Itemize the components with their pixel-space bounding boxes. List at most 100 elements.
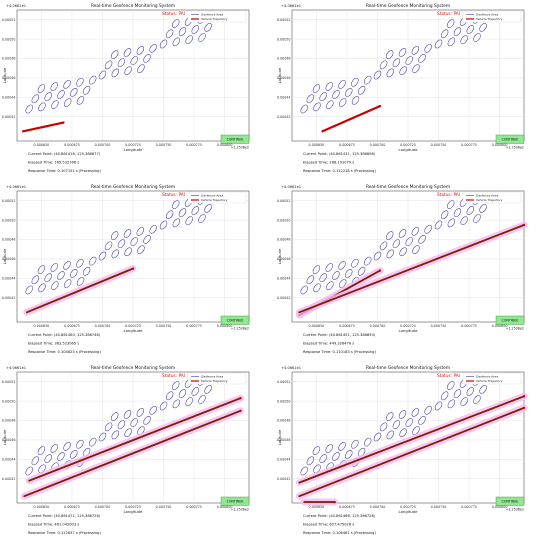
geofence-ellipse <box>130 56 138 65</box>
geofence-ellipse <box>63 98 72 107</box>
geofence-ellipse <box>25 285 33 295</box>
geofence-ellipse <box>386 68 395 78</box>
x-tick-label: 0.000725 <box>125 505 141 509</box>
current-point-marker <box>239 397 242 400</box>
y-axis-label: Latitude <box>2 248 7 264</box>
info-line-3: Response Time: 0.108461 s (Processing) <box>303 531 376 535</box>
y-tick-label: 0.00046 <box>2 438 16 442</box>
geofence-ellipse <box>165 29 174 39</box>
geofence-ellipse <box>379 60 388 70</box>
continue-button[interactable] <box>495 496 525 506</box>
x-tick-label: 0.000650 <box>309 143 325 147</box>
x-offset-label: +1.2538e2 <box>506 508 524 512</box>
chart-title: Real-time Geofence Monitoring System <box>91 365 175 371</box>
geofence-ellipse <box>57 271 65 280</box>
geofence-ellipse <box>70 88 78 97</box>
y-exponent-label: +4.0661e1 <box>6 366 26 370</box>
current-point-marker <box>522 223 526 227</box>
y-tick-label: 0.00042 <box>277 477 291 481</box>
geofence-ellipse <box>466 387 474 396</box>
geofence-ellipse <box>130 237 138 246</box>
geofence-ellipse <box>338 260 346 270</box>
y-tick-label: 0.00044 <box>2 277 16 281</box>
x-tick-label: 0.000775 <box>186 505 202 509</box>
y-tick-label: 0.00046 <box>277 438 291 442</box>
geofence-ellipse <box>76 77 84 87</box>
continue-button[interactable] <box>220 315 250 325</box>
continue-button[interactable] <box>495 134 525 144</box>
geofence-ellipse <box>411 46 420 55</box>
current-point-marker <box>378 269 382 272</box>
geofence-ellipse <box>418 235 426 244</box>
continue-button[interactable] <box>220 496 250 506</box>
chart-title: Real-time Geofence Monitoring System <box>366 365 450 371</box>
x-tick-label: 0.000800 <box>217 505 233 509</box>
info-line-3: Response Time: 0.107151 s (Processing) <box>28 169 101 173</box>
geofence-ellipse <box>57 90 65 99</box>
x-tick-label: 0.000750 <box>431 324 447 328</box>
y-tick-label: 0.00046 <box>2 257 16 261</box>
geofence-ellipse <box>110 231 119 240</box>
x-tick-label: 0.000775 <box>461 324 477 328</box>
geofence-ellipse <box>111 249 120 259</box>
info-line-2: Elapsed Time: 363.523065 s <box>28 342 79 346</box>
y-tick-label: 0.00048 <box>2 238 16 242</box>
continue-button[interactable] <box>495 315 525 325</box>
x-tick-label: 0.000775 <box>461 143 477 147</box>
y-axis-label: Latitude <box>277 67 282 83</box>
geofence-ellipse <box>149 405 157 415</box>
geofence-ellipse <box>44 454 52 464</box>
geofence-ellipse <box>110 50 119 59</box>
geofence-ellipse <box>172 381 180 390</box>
legend-box <box>187 191 247 204</box>
geofence-ellipse <box>385 50 394 59</box>
x-tick-label: 0.000675 <box>339 324 355 328</box>
geofence-ellipse <box>332 452 340 461</box>
geofence-ellipse <box>50 82 58 91</box>
chart-title: Real-time Geofence Monitoring System <box>366 3 450 9</box>
geofence-ellipse <box>123 48 132 57</box>
info-line-1: Current Point: (40.861451, 125.386893) <box>303 333 376 337</box>
y-tick-label: 0.00050 <box>277 218 291 222</box>
geofence-ellipse <box>76 439 84 449</box>
geofence-ellipse <box>379 241 388 251</box>
geofence-ellipse <box>412 64 420 73</box>
x-axis-label: Longitude <box>124 509 144 514</box>
y-tick-label: 0.00042 <box>277 296 291 300</box>
y-tick-label: 0.00050 <box>277 37 291 41</box>
geofence-ellipse <box>198 395 206 404</box>
y-exponent-label: +4.0661e1 <box>6 185 26 189</box>
geofence-ellipse <box>98 432 107 442</box>
geofence-ellipse <box>351 77 359 87</box>
chart-svg: +4.0661e1 Real-time Geofence Monitoring S… <box>277 184 528 354</box>
geofence-ellipse <box>338 279 347 288</box>
y-tick-label: 0.00044 <box>2 96 16 100</box>
continue-button[interactable] <box>220 134 250 144</box>
geofence-ellipse <box>104 60 113 70</box>
geofence-ellipse <box>143 54 151 63</box>
x-axis-label: Longitude <box>124 328 144 333</box>
geofence-ellipse <box>453 27 462 36</box>
geofence-ellipse <box>44 273 52 283</box>
x-tick-label: 0.000775 <box>186 143 202 147</box>
y-tick-label: 0.00052 <box>2 199 16 203</box>
legend-box <box>187 10 247 23</box>
current-point-marker <box>239 409 242 413</box>
status-label: Status: PAI <box>162 373 185 379</box>
geofence-ellipse <box>165 210 174 220</box>
geofence-ellipse <box>185 216 193 226</box>
x-tick-label: 0.000800 <box>492 505 508 509</box>
geofence-ellipse <box>63 79 71 89</box>
x-tick-label: 0.000650 <box>34 505 50 509</box>
geofence-ellipse <box>63 260 71 270</box>
geofence-ellipse <box>136 227 145 236</box>
geofence-ellipse <box>373 432 382 442</box>
geofence-ellipse <box>178 27 187 36</box>
y-axis-label: Latitude <box>277 248 282 264</box>
geofence-ellipse <box>405 418 413 427</box>
geofence-ellipse <box>178 208 187 217</box>
chart-title: Real-time Geofence Monitoring System <box>91 3 175 9</box>
geofence-ellipse <box>313 102 321 112</box>
legend-geofence-label: Geofence Area <box>201 13 223 17</box>
